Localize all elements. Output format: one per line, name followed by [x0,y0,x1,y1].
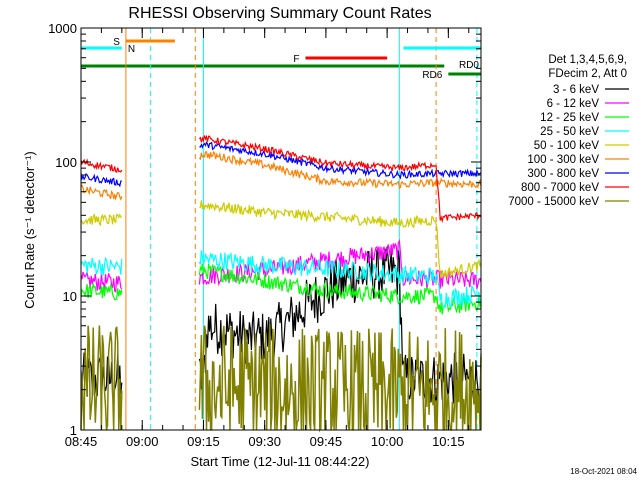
x-tick-label-4: 09:45 [310,434,343,449]
flag-label-f: F [293,54,299,65]
legend-label-5: 100 - 300 keV [527,154,599,166]
legend-label-7: 800 - 7000 keV [521,182,599,194]
flag-layer: SN F RD0 RD6 [81,37,481,81]
x-tick-label-5: 10:00 [371,434,404,449]
y-tick-label-1: 10 [63,289,77,304]
x-tick-label-0: 08:45 [65,434,98,449]
y-tick-label-2: 100 [55,155,77,170]
series-layer [80,28,482,433]
legend-label-4: 50 - 100 keV [534,140,600,152]
y-axis-label: Count Rate (s⁻¹ detector⁻¹) [22,151,37,309]
flag-label-rd6: RD6 [422,70,442,81]
legend-label-3: 25 - 50 keV [540,126,599,138]
x-tick-label-6: 10:15 [432,434,465,449]
legend-header-detectors: Det 1,3,4,5,6,9, [548,54,627,66]
series-trace-3 [80,250,482,308]
y-tick-label-3: 1000 [48,21,77,36]
x-tick-label-1: 09:00 [126,434,159,449]
series-trace-2 [80,263,482,315]
legend-label-1: 6 - 12 keV [547,98,600,110]
flag-label-n: N [128,44,135,55]
legend-label-6: 300 - 800 keV [527,168,599,180]
legend-label-0: 3 - 6 keV [553,84,599,96]
series-trace-4 [80,200,482,279]
y-tick-label-0: 1 [70,423,77,438]
legend-label-8: 7000 - 15000 keV [508,196,599,208]
series-trace-7 [80,134,482,224]
series-trace-6 [80,141,482,188]
flag-label-rd0: RD0 [459,60,479,71]
plot-frame [80,27,482,431]
legend: Det 1,3,4,5,6,9, FDecim 2, Att 0 3 - 6 keV… [508,54,629,208]
legend-label-2: 12 - 25 keV [540,112,599,124]
generated-timestamp: 18-Oct-2021 08:04 [570,467,637,476]
axis-layer: 1 10 100 1000 08:45 09:00 09:15 09:30 09:45 10:00… [48,21,481,449]
x-axis-label: Start Time (12-Jul-11 08:44:22) [191,454,370,469]
legend-header-decimation: FDecim 2, Att 0 [548,68,627,80]
chart-title: RHESSI Observing Summary Count Rates [128,5,431,22]
x-tick-label-3: 09:30 [248,434,281,449]
x-tick-label-2: 09:15 [187,434,220,449]
series-trace-5 [80,150,482,201]
flag-label-s: S [113,37,120,48]
